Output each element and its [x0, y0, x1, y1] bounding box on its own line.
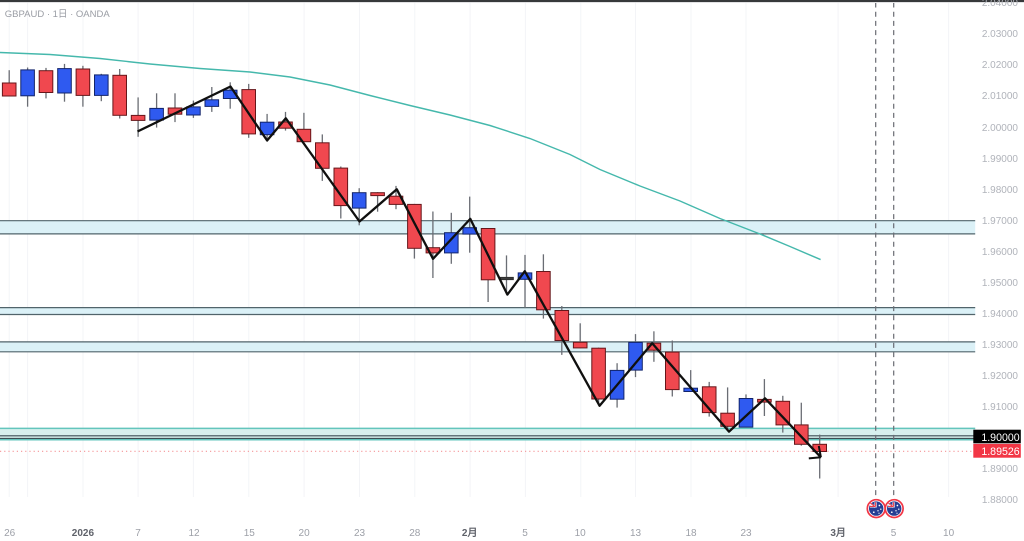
svg-text:10: 10 [575, 528, 587, 539]
svg-text:1.92000: 1.92000 [982, 371, 1019, 382]
svg-text:20: 20 [299, 528, 311, 539]
svg-text:15: 15 [244, 528, 256, 539]
svg-text:2026: 2026 [72, 528, 95, 539]
svg-text:7: 7 [135, 528, 141, 539]
svg-text:1.88000: 1.88000 [982, 495, 1019, 506]
svg-text:1.97000: 1.97000 [982, 216, 1019, 227]
svg-text:2.01000: 2.01000 [982, 91, 1019, 102]
svg-text:2.03000: 2.03000 [982, 29, 1019, 40]
svg-text:1.90000: 1.90000 [981, 432, 1019, 444]
svg-text:10: 10 [943, 528, 955, 539]
svg-text:1.91000: 1.91000 [982, 402, 1019, 413]
svg-text:1.96000: 1.96000 [982, 247, 1019, 258]
svg-text:26: 26 [4, 528, 16, 539]
svg-text:GBPAUD · 1日 · OANDA: GBPAUD · 1日 · OANDA [5, 9, 111, 20]
svg-text:3月: 3月 [830, 527, 846, 539]
svg-text:1.99000: 1.99000 [982, 154, 1019, 165]
svg-text:28: 28 [409, 528, 421, 539]
svg-text:2月: 2月 [462, 527, 478, 539]
svg-text:1.95000: 1.95000 [982, 278, 1019, 289]
svg-text:1.89000: 1.89000 [982, 464, 1019, 475]
svg-text:23: 23 [740, 528, 752, 539]
svg-text:2.00000: 2.00000 [982, 123, 1019, 134]
svg-text:1.94000: 1.94000 [982, 309, 1019, 320]
svg-text:5: 5 [522, 528, 528, 539]
svg-text:12: 12 [188, 528, 200, 539]
svg-text:23: 23 [354, 528, 366, 539]
svg-text:18: 18 [685, 528, 697, 539]
svg-text:1.93000: 1.93000 [982, 340, 1019, 351]
svg-text:2.02000: 2.02000 [982, 60, 1019, 71]
svg-text:1.89526: 1.89526 [981, 446, 1019, 458]
svg-text:2.04000: 2.04000 [982, 0, 1019, 9]
svg-text:1.98000: 1.98000 [982, 185, 1019, 196]
svg-text:5: 5 [891, 528, 897, 539]
svg-text:13: 13 [630, 528, 642, 539]
